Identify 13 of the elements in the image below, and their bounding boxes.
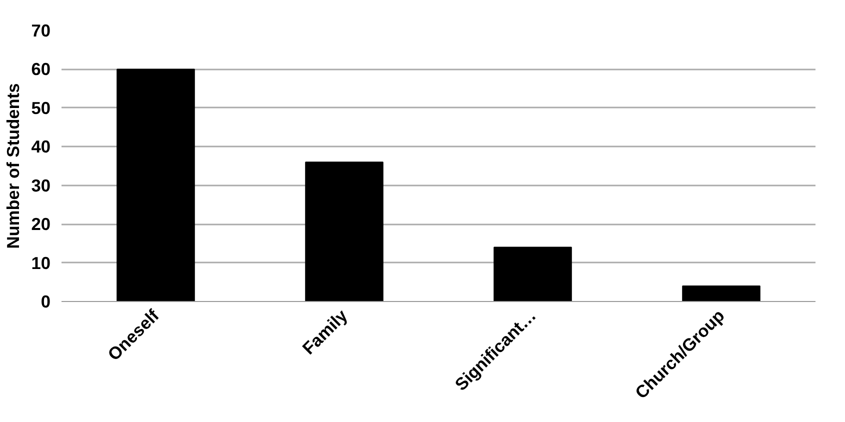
- y-tick-label: 20: [31, 214, 51, 234]
- y-tick-label: 10: [31, 252, 51, 273]
- y-axis-title: Number of Students: [3, 83, 24, 249]
- bar: [682, 286, 760, 302]
- bar: [494, 246, 572, 302]
- y-tick-label: 30: [31, 175, 51, 196]
- y-tick-label: 50: [31, 98, 51, 118]
- bar: [116, 68, 195, 302]
- y-tick-label: 70: [31, 20, 51, 40]
- y-tick-label: 40: [31, 136, 51, 157]
- y-tick-label: 0: [40, 292, 51, 312]
- bar: [305, 162, 384, 302]
- y-tick-label: 60: [31, 59, 51, 80]
